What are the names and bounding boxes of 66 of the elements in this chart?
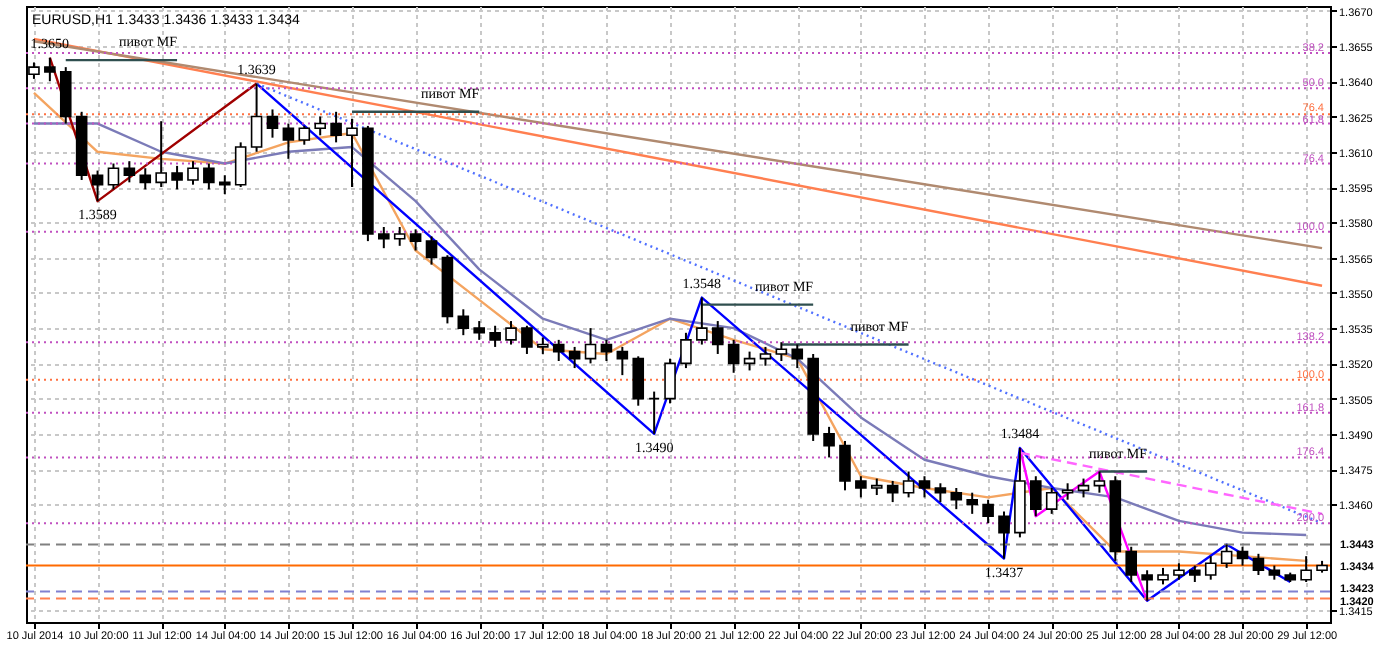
candlestick — [314, 115, 326, 137]
candlestick — [743, 350, 756, 372]
candlestick — [616, 345, 629, 377]
candlestick — [568, 345, 581, 370]
candlestick — [123, 160, 136, 184]
candlestick — [886, 479, 899, 504]
candlestick — [1204, 555, 1217, 581]
candlestick — [250, 82, 263, 153]
candlestick — [791, 343, 804, 370]
candlestick — [489, 324, 501, 348]
candlestick — [775, 341, 788, 363]
candlestick — [902, 470, 915, 499]
candlestick — [44, 56, 56, 83]
candlestick — [473, 320, 486, 341]
candlestick — [1300, 555, 1312, 584]
candlestick — [664, 357, 676, 405]
candlestick — [187, 160, 199, 186]
candlestick — [711, 320, 724, 355]
candlestick — [346, 117, 358, 189]
candlestick — [934, 482, 947, 504]
candlestick — [425, 235, 438, 266]
line-series — [255, 82, 1292, 603]
candlestick — [759, 345, 772, 367]
candlestick — [680, 331, 692, 370]
candlestick — [982, 498, 994, 525]
candlestick — [139, 167, 152, 191]
candlestick — [107, 162, 120, 191]
candlestick — [727, 338, 740, 374]
candlestick — [1141, 569, 1153, 602]
candlestick — [298, 124, 311, 146]
candlestick — [823, 425, 835, 459]
candlestick — [1252, 552, 1265, 576]
candlestick — [1093, 470, 1106, 494]
candlestick — [950, 486, 963, 511]
candlestick — [155, 120, 167, 189]
candlestick — [648, 390, 660, 435]
candlestick — [282, 122, 295, 160]
candlestick — [409, 228, 422, 252]
candlestick — [918, 475, 931, 499]
candlestick — [1125, 545, 1138, 584]
candlestick — [600, 338, 613, 363]
candlestick — [632, 355, 645, 407]
candlestick — [521, 324, 533, 355]
candlestick — [696, 296, 708, 346]
candlestick — [59, 66, 72, 125]
candlestick — [552, 338, 565, 363]
candlestick — [234, 141, 247, 189]
candlestick — [266, 108, 279, 139]
candlestick — [457, 308, 470, 337]
candlestick — [203, 162, 215, 191]
candlestick — [1045, 486, 1058, 515]
candlestick — [378, 226, 390, 250]
candlestick — [855, 475, 867, 499]
candlestick — [330, 110, 342, 144]
candlestick — [393, 226, 406, 247]
candlestick — [584, 327, 597, 365]
candlestick — [505, 320, 517, 346]
candlestick — [91, 169, 104, 203]
candlestick — [171, 164, 183, 191]
candlestick — [839, 439, 851, 492]
candlestick — [1220, 543, 1233, 569]
candlestick — [1077, 477, 1090, 499]
candlestick — [1236, 545, 1249, 567]
candlestick — [966, 491, 978, 515]
candlestick — [998, 510, 1010, 560]
candlestick — [1030, 475, 1042, 518]
